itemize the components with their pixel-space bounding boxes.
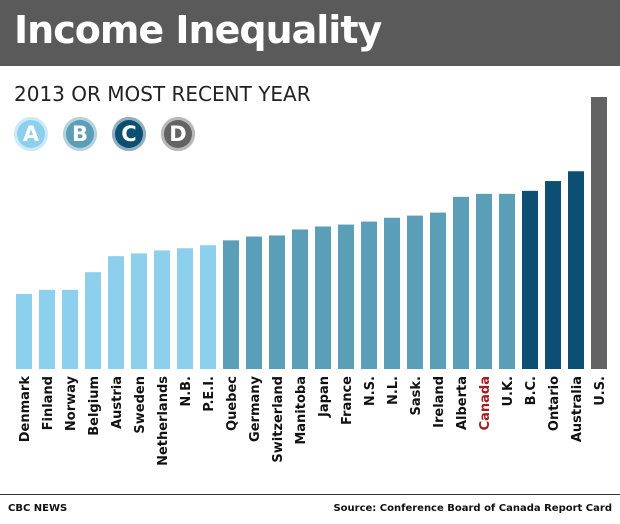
tick-label: P.E.I. — [202, 376, 217, 412]
legend-badge-label: D — [169, 122, 187, 146]
bar-quebec — [223, 240, 239, 369]
legend-badge-label: B — [71, 122, 88, 146]
legend-badge-label: A — [22, 122, 40, 146]
bar-finland — [39, 289, 55, 369]
chart-title: Income Inequality — [14, 8, 382, 52]
footer-source: Source: Conference Board of Canada Repor… — [333, 503, 612, 514]
bar-u-s — [591, 97, 607, 369]
tick-label: Manitoba — [294, 376, 309, 445]
bar-manitoba — [292, 229, 308, 369]
tick-label: Canada — [478, 376, 493, 430]
tick-label: Quebec — [225, 376, 240, 431]
bar-france — [338, 224, 354, 369]
bar-canada — [476, 193, 492, 369]
footer-credit: CBC NEWS — [8, 503, 68, 514]
tick-label: Finland — [41, 376, 56, 430]
legend-badge-d: D — [161, 117, 195, 151]
legend-badge-a: A — [14, 117, 48, 151]
tick-label: Netherlands — [156, 376, 171, 466]
bar-n-b — [177, 248, 193, 369]
bar-n-l — [384, 217, 400, 369]
bar-p-e-i — [200, 245, 216, 369]
bar-belgium — [85, 272, 101, 369]
tick-label: Ontario — [547, 376, 562, 431]
tick-label: Japan — [317, 376, 332, 418]
legend-badge-label: C — [121, 122, 137, 146]
bar-u-k — [499, 193, 515, 369]
tick-label: Ireland — [432, 376, 447, 428]
tick-label: U.K. — [501, 376, 516, 407]
bar-netherlands — [154, 250, 170, 369]
tick-label: France — [340, 376, 355, 425]
tick-label: N.B. — [179, 376, 194, 407]
bar-alberta — [453, 196, 469, 369]
bar-sweden — [131, 253, 147, 369]
tick-label: B.C. — [524, 376, 539, 405]
tick-label: Switzerland — [271, 376, 286, 463]
bar-japan — [315, 226, 331, 369]
tick-label: Alberta — [455, 376, 470, 430]
tick-label: Denmark — [18, 376, 33, 443]
bar-germany — [246, 236, 262, 369]
bar-b-c — [522, 190, 538, 369]
bar-sask — [407, 215, 423, 369]
tick-label: N.L. — [386, 376, 401, 405]
tick-label: Austria — [110, 376, 125, 429]
legend-badge-b: B — [63, 117, 97, 151]
tick-label: Sweden — [133, 376, 148, 434]
tick-label: N.S. — [363, 376, 378, 406]
bar-ireland — [430, 212, 446, 369]
bar-n-s — [361, 221, 377, 369]
footer-divider — [0, 494, 620, 495]
bar-denmark — [16, 293, 32, 369]
bar-switzerland — [269, 235, 285, 369]
tick-label: Sask. — [409, 376, 424, 415]
chart-subtitle: 2013 OR MOST RECENT YEAR — [14, 82, 311, 106]
tick-label: Norway — [64, 375, 79, 431]
tick-label: Germany — [248, 375, 263, 441]
legend-badge-c: C — [112, 117, 146, 151]
tick-label: Belgium — [87, 376, 102, 436]
bar-norway — [62, 289, 78, 369]
bar-ontario — [545, 181, 561, 369]
tick-label: U.S. — [593, 376, 608, 406]
bar-austria — [108, 256, 124, 369]
tick-label: Australia — [570, 376, 585, 442]
bar-australia — [568, 171, 584, 369]
header-bar: Income Inequality — [0, 0, 620, 66]
